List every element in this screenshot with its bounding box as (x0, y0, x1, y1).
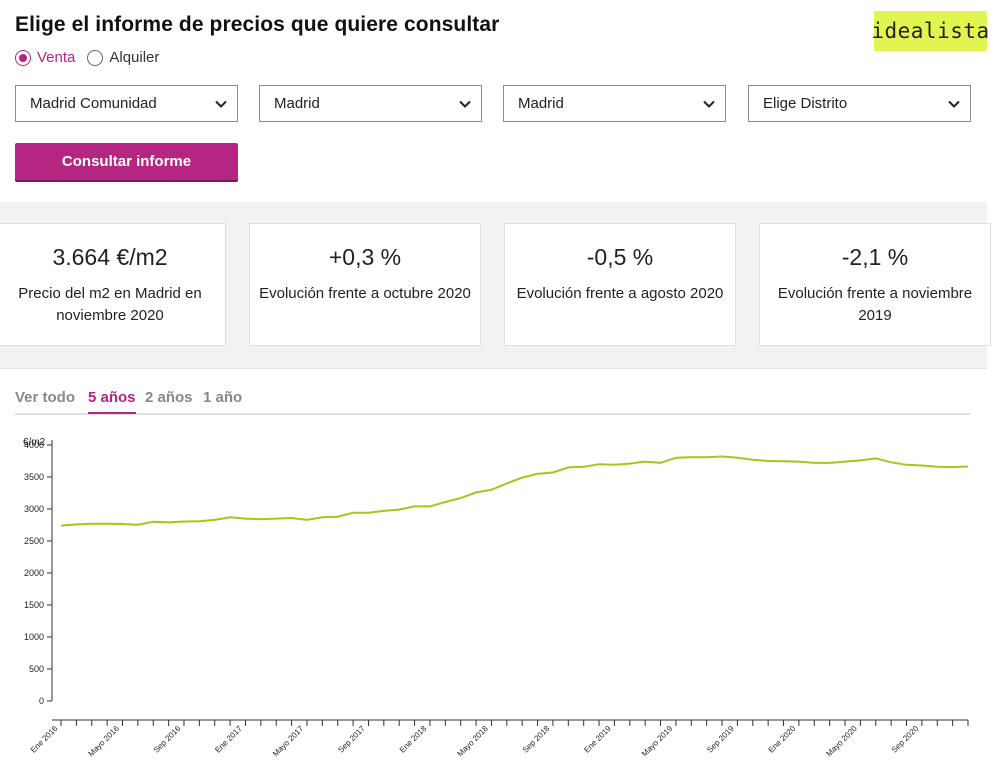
x-tick-label: Mayo 2016 (87, 724, 122, 759)
chevron-down-icon (948, 100, 960, 108)
tab-5-anos[interactable]: 5 años (88, 389, 136, 414)
y-tick-label-3500: 3500 (24, 472, 44, 482)
stat-card-month: +0,3 % Evolución frente a octubre 2020 (249, 223, 481, 346)
radio-alquiler-label: Alquiler (109, 49, 160, 66)
y-axis-label: €/m2 (23, 437, 46, 448)
y-tick-label-2000: 2000 (24, 568, 44, 578)
x-tick-label: Sep 2019 (705, 724, 736, 755)
x-tick-label: Ene 2016 (29, 724, 60, 755)
y-tick-label-0: 0 (39, 696, 44, 706)
page-title: Elige el informe de precios que quiere c… (15, 13, 500, 36)
price-chart: €/m2 0 500 1000 1500 2000 2500 3000 3500 4000 Ene … (23, 437, 969, 759)
x-tick-label: Mayo 2017 (271, 724, 306, 759)
x-tick-label: Mayo 2019 (640, 724, 675, 759)
y-tick-label-500: 500 (29, 664, 44, 674)
chevron-down-icon (703, 100, 715, 108)
series-line-madrid (60, 455, 969, 527)
y-tick-label-4000: 4000 (24, 440, 44, 450)
stat-card-price: 3.664 €/m2 Precio del m2 en Madrid en no… (0, 223, 226, 346)
radio-alquiler[interactable]: Alquiler (87, 49, 159, 66)
x-tick-label: Sep 2017 (336, 724, 367, 755)
stat-label: Evolución frente a agosto 2020 (516, 285, 724, 302)
stat-label: Evolución frente a octubre 2020 (259, 285, 471, 302)
radio-checked-icon (15, 49, 31, 66)
chevron-down-icon (215, 100, 227, 108)
x-tick-label: Ene 2020 (767, 724, 798, 755)
stat-card-year: -2,1 % Evolución frente a noviembre 2019 (759, 223, 991, 346)
operation-radio-group: Venta Alquiler (15, 49, 171, 66)
select-provincia-value: Madrid (274, 95, 320, 112)
x-tick-label: Ene 2018 (398, 724, 429, 755)
tab-2-anos[interactable]: 2 años (145, 389, 193, 406)
stat-label: Precio del m2 en Madrid en noviembre 202… (18, 285, 202, 324)
stat-value: -0,5 % (586, 244, 654, 270)
tab-1-ano[interactable]: 1 año (203, 389, 243, 406)
x-tick-label: Mayo 2020 (824, 724, 859, 759)
stat-label: Evolución frente a noviembre 2019 (777, 285, 973, 324)
select-comunidad[interactable]: Madrid Comunidad (15, 85, 238, 122)
select-distrito[interactable]: Elige Distrito (748, 85, 971, 122)
stat-value: 3.664 €/m2 (52, 244, 168, 270)
select-comunidad-value: Madrid Comunidad (30, 95, 157, 112)
y-tick-label-1000: 1000 (24, 632, 44, 642)
radio-unchecked-icon (87, 49, 104, 66)
tab-ver-todo[interactable]: Ver todo (15, 389, 76, 406)
y-tick-label-1500: 1500 (24, 600, 44, 610)
select-municipio[interactable]: Madrid (503, 85, 726, 122)
y-tick-label-2500: 2500 (24, 536, 44, 546)
x-tick-label: Ene 2017 (213, 724, 244, 755)
x-tick-label: Sep 2016 (152, 724, 183, 755)
chevron-down-icon (459, 100, 471, 108)
stat-value: +0,3 % (328, 244, 402, 270)
select-provincia[interactable]: Madrid (259, 85, 482, 122)
consultar-informe-button[interactable]: Consultar informe (15, 143, 238, 180)
period-tabs: Ver todo 5 años 2 años 1 año (15, 389, 970, 415)
x-tick-label: Mayo 2018 (455, 724, 490, 759)
idealista-logo[interactable]: idealista (871, 11, 989, 51)
x-tick-label: Sep 2018 (521, 724, 552, 755)
x-tick-label: Sep 2020 (890, 724, 921, 755)
x-tick-label: Ene 2019 (582, 724, 613, 755)
select-distrito-value: Elige Distrito (763, 95, 848, 112)
radio-venta[interactable]: Venta (15, 49, 75, 66)
y-tick-label-3000: 3000 (24, 504, 44, 514)
select-municipio-value: Madrid (518, 95, 564, 112)
radio-venta-label: Venta (37, 49, 76, 66)
stat-value: -2,1 % (841, 244, 909, 270)
stat-card-quarter: -0,5 % Evolución frente a agosto 2020 (504, 223, 736, 346)
